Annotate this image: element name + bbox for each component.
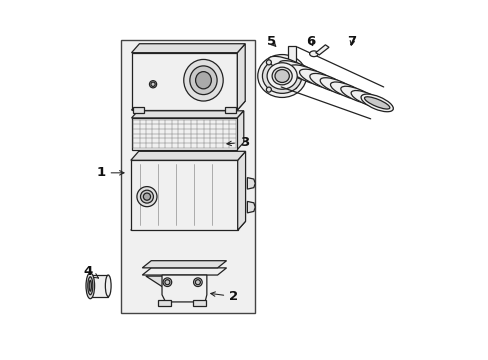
Ellipse shape: [105, 275, 111, 297]
Ellipse shape: [266, 60, 271, 65]
Bar: [193, 300, 206, 306]
Polygon shape: [133, 107, 144, 113]
Ellipse shape: [86, 273, 94, 299]
Polygon shape: [224, 107, 235, 113]
Polygon shape: [131, 101, 244, 110]
Ellipse shape: [193, 278, 202, 287]
Ellipse shape: [364, 97, 389, 109]
Polygon shape: [287, 46, 296, 88]
Polygon shape: [90, 275, 108, 297]
Text: 6: 6: [305, 35, 315, 49]
Polygon shape: [131, 44, 244, 53]
Ellipse shape: [262, 59, 301, 93]
Polygon shape: [247, 177, 255, 189]
Ellipse shape: [183, 59, 223, 101]
Ellipse shape: [151, 82, 155, 86]
Polygon shape: [131, 151, 245, 160]
Ellipse shape: [309, 73, 346, 93]
Text: 5: 5: [266, 35, 275, 49]
Polygon shape: [131, 111, 244, 118]
Ellipse shape: [268, 57, 309, 78]
Ellipse shape: [320, 78, 355, 96]
Text: 7: 7: [347, 35, 356, 49]
Ellipse shape: [195, 280, 200, 285]
Polygon shape: [237, 44, 244, 110]
Polygon shape: [142, 261, 226, 268]
Ellipse shape: [299, 69, 337, 89]
Ellipse shape: [266, 63, 297, 89]
Bar: [121, 40, 255, 313]
Polygon shape: [237, 111, 244, 149]
Ellipse shape: [278, 60, 319, 81]
Ellipse shape: [143, 193, 150, 200]
Ellipse shape: [195, 72, 211, 89]
Ellipse shape: [89, 280, 91, 291]
Ellipse shape: [137, 186, 157, 207]
Ellipse shape: [340, 86, 374, 104]
Polygon shape: [142, 268, 226, 275]
Polygon shape: [247, 201, 255, 213]
Text: 1: 1: [96, 166, 124, 179]
Ellipse shape: [288, 65, 328, 85]
Ellipse shape: [149, 81, 156, 88]
Text: 4: 4: [84, 265, 98, 278]
Polygon shape: [131, 221, 245, 230]
Ellipse shape: [350, 90, 383, 107]
Ellipse shape: [274, 69, 289, 82]
Polygon shape: [162, 275, 206, 302]
Polygon shape: [315, 45, 328, 55]
Polygon shape: [131, 53, 237, 110]
Ellipse shape: [271, 67, 292, 85]
Ellipse shape: [257, 55, 306, 98]
Polygon shape: [265, 61, 269, 91]
Ellipse shape: [266, 87, 271, 92]
Polygon shape: [131, 118, 237, 149]
Ellipse shape: [88, 277, 93, 295]
Ellipse shape: [360, 94, 392, 112]
Polygon shape: [237, 151, 245, 230]
Bar: [158, 300, 171, 306]
Ellipse shape: [361, 95, 392, 111]
Polygon shape: [131, 160, 237, 230]
Text: 3: 3: [226, 136, 248, 149]
Ellipse shape: [309, 51, 318, 57]
Polygon shape: [145, 276, 188, 291]
Text: 2: 2: [210, 290, 238, 303]
Ellipse shape: [163, 278, 171, 287]
Ellipse shape: [330, 82, 365, 100]
Ellipse shape: [189, 66, 217, 95]
Ellipse shape: [164, 280, 169, 285]
Ellipse shape: [140, 190, 153, 203]
